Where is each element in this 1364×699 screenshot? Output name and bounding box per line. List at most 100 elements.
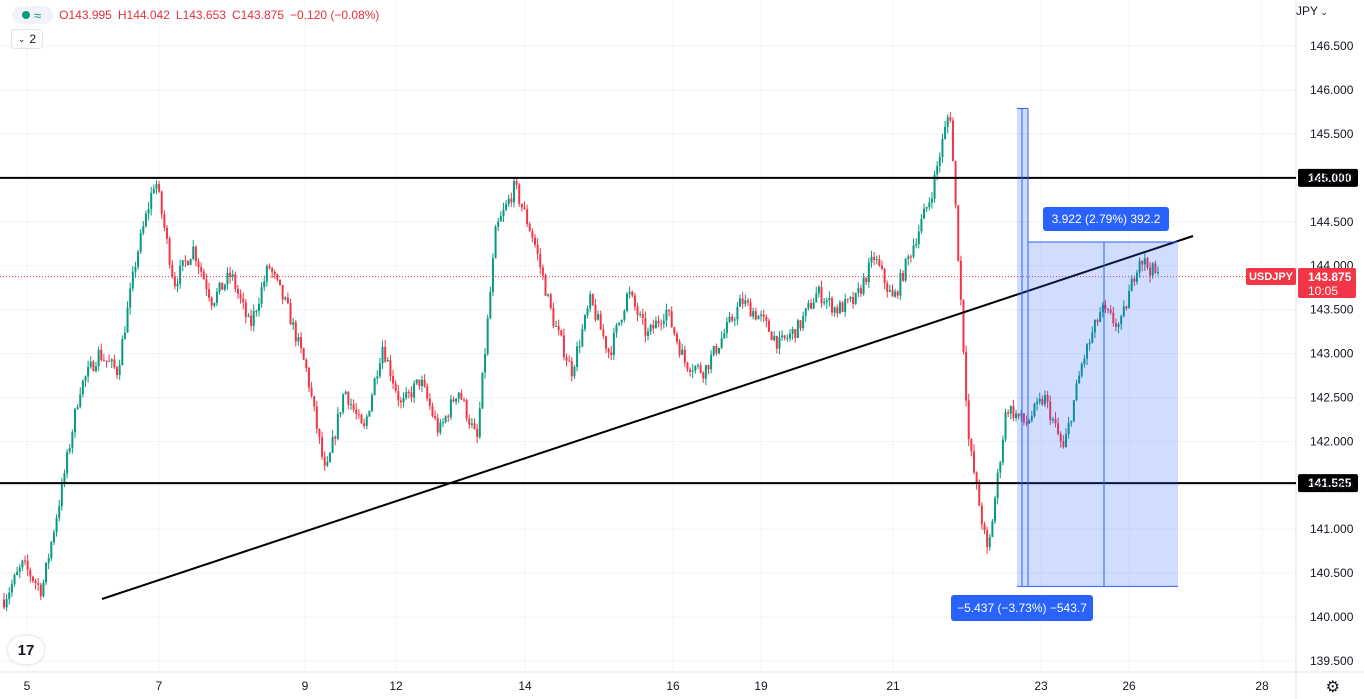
gear-icon[interactable]: ⚙	[1325, 679, 1340, 696]
candle-body	[1020, 413, 1023, 417]
candle-body	[654, 320, 657, 329]
candle-body	[239, 293, 242, 299]
candle-body	[208, 289, 211, 298]
candle-body	[131, 271, 134, 289]
candle-body	[962, 299, 965, 352]
candle-body	[1033, 403, 1036, 417]
candle-body	[670, 311, 673, 328]
price-tick-label: 145.500	[1310, 127, 1354, 141]
candle-body	[176, 283, 179, 287]
candle-body	[1112, 312, 1115, 324]
candle-body	[1070, 421, 1073, 423]
candle-body	[73, 408, 76, 433]
candle-body	[1059, 433, 1062, 442]
candle-body	[313, 396, 316, 407]
candle-body	[749, 302, 752, 317]
candle-body	[236, 288, 239, 294]
candle-body	[26, 560, 29, 570]
candle-body	[392, 376, 395, 384]
status-pill[interactable]: ≈	[12, 6, 54, 24]
candle-body	[731, 316, 734, 321]
candle-body	[1080, 364, 1083, 376]
countdown-label: 10:05	[1308, 284, 1338, 298]
candle-body	[678, 341, 681, 355]
candle-body	[618, 322, 621, 326]
candle-body	[902, 272, 905, 281]
candle-body	[1015, 413, 1018, 419]
candle-body	[620, 319, 623, 323]
candle-body	[13, 574, 16, 585]
indicators-toggle-button[interactable]: ⌄ 2	[11, 29, 43, 49]
candle-body	[31, 576, 34, 581]
candle-body	[24, 560, 27, 562]
candle-body	[539, 253, 542, 268]
measure-tools[interactable]: 3.922 (2.79%) 392.2 −5.437 (−3.73%) −543.…	[951, 107, 1178, 621]
horizontal-levels[interactable]: 145.000 141.525	[0, 168, 1358, 493]
candle-body	[980, 505, 983, 525]
candle-body	[371, 395, 374, 411]
candle-body	[909, 256, 912, 258]
candle-body	[457, 392, 460, 399]
candle-body	[533, 237, 536, 245]
candle-body	[470, 423, 473, 425]
candle-body	[179, 265, 182, 284]
candle-body	[415, 379, 418, 384]
candle-body	[463, 399, 466, 401]
candle-body	[1125, 306, 1128, 309]
candle-body	[736, 306, 739, 320]
candle-body	[612, 332, 615, 356]
candle-body	[602, 329, 605, 337]
candle-body	[626, 293, 629, 311]
candle-body	[686, 362, 689, 370]
candle-body	[1054, 419, 1057, 424]
currency-selector[interactable]: JPY ⌄	[1296, 4, 1328, 18]
trendline[interactable]	[101, 235, 1194, 600]
candle-body	[215, 291, 218, 303]
candle-body	[1149, 267, 1152, 276]
candle-body	[615, 325, 618, 333]
candle-body	[92, 361, 95, 371]
candle-body	[589, 294, 592, 309]
candle-body	[257, 304, 260, 311]
tradingview-logo-icon[interactable]: 17	[8, 636, 44, 664]
candle-body	[200, 267, 203, 272]
time-axis[interactable]: 5 7 9 12 14 16 19 21 23 26 28	[24, 679, 1269, 693]
candle-body	[187, 261, 190, 266]
candle-body	[825, 300, 828, 303]
candle-body	[271, 268, 274, 272]
last-price-label: 143.875	[1308, 270, 1352, 284]
candle-body	[323, 456, 326, 466]
candle-body	[1038, 398, 1041, 402]
candle-body	[405, 391, 408, 399]
candle-body	[733, 319, 736, 321]
candle-body	[710, 354, 713, 370]
candle-body	[647, 331, 650, 336]
candle-body	[949, 117, 952, 121]
candle-body	[547, 294, 550, 296]
candle-body	[788, 333, 791, 339]
low-value: L143.653	[175, 8, 226, 22]
candle-body	[468, 418, 471, 425]
candle-body	[139, 232, 142, 252]
candle-body	[562, 335, 565, 358]
candle-body	[1146, 258, 1149, 268]
candle-body	[810, 303, 813, 309]
candle-body	[1128, 291, 1131, 309]
candle-body	[223, 284, 226, 290]
candle-body	[394, 383, 397, 391]
candle-body	[226, 272, 229, 285]
candle-body	[1062, 441, 1065, 448]
candle-body	[512, 180, 515, 203]
candle-body	[849, 297, 852, 300]
ohlc-legend: ≈ O143.995 H144.042 L143.653 C143.875 −0…	[12, 6, 379, 24]
candle-body	[802, 315, 805, 329]
candle-body	[799, 320, 802, 329]
candle-body	[360, 414, 363, 424]
candle-body	[386, 360, 389, 362]
price-axis[interactable]: 146.500146.000145.500145.000144.500144.0…	[1246, 39, 1356, 668]
candle-body	[289, 302, 292, 325]
candle-body	[707, 365, 710, 370]
candle-body	[510, 198, 513, 203]
candle-body	[229, 272, 232, 277]
